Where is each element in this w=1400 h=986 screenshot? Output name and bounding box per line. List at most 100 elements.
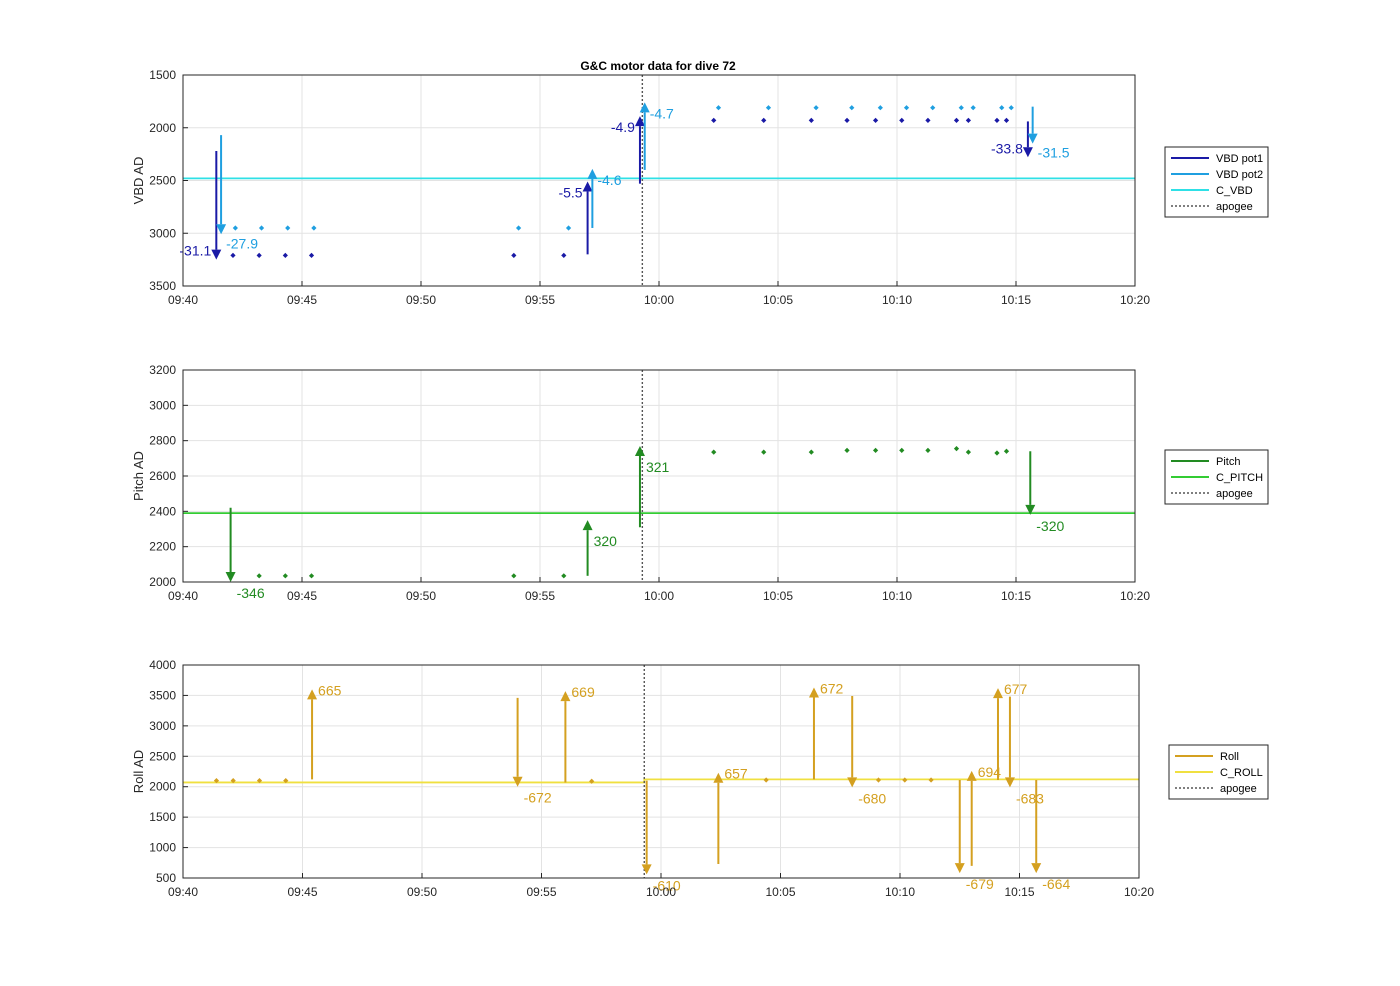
data-point	[561, 573, 567, 579]
legend-label: C_VBD	[1216, 185, 1253, 197]
y-tick-label: 3500	[149, 279, 176, 293]
y-tick-label: 2000	[149, 121, 176, 135]
x-tick-label: 09:45	[287, 885, 317, 899]
data-point	[953, 117, 960, 123]
data-point	[1003, 117, 1010, 123]
data-point	[899, 117, 905, 123]
x-tick-label: 10:15	[1004, 885, 1034, 899]
data-point	[715, 105, 722, 111]
y-tick-label: 3000	[149, 719, 176, 733]
data-point	[844, 117, 850, 123]
y-tick-label: 2400	[149, 504, 176, 518]
y-tick-label: 3000	[149, 398, 176, 412]
data-point	[711, 117, 717, 123]
arrow-head	[560, 691, 571, 702]
x-tick-label: 10:10	[885, 885, 915, 899]
y-tick-label: 1500	[149, 810, 176, 824]
y-tick-label: 2000	[149, 780, 176, 794]
arrow-head	[211, 249, 222, 260]
data-point	[763, 777, 769, 783]
arrow-label: 321	[646, 459, 670, 475]
x-tick-label: 10:05	[765, 885, 795, 899]
data-point	[282, 252, 288, 259]
y-tick-label: 1000	[149, 841, 176, 855]
data-point	[511, 252, 517, 259]
x-tick-label: 09:50	[406, 293, 436, 307]
data-point	[761, 449, 767, 455]
data-point	[994, 450, 1000, 456]
legend-label: apogee	[1216, 201, 1253, 213]
y-tick-label: 2000	[149, 575, 176, 589]
y-axis-label: VBD AD	[131, 157, 146, 205]
arrow-label: 657	[724, 766, 748, 782]
x-tick-label: 10:15	[1001, 293, 1031, 307]
data-point	[511, 573, 517, 579]
y-tick-label: 2800	[149, 434, 176, 448]
legend-label: C_PITCH	[1216, 472, 1263, 484]
x-tick-label: 10:00	[644, 589, 674, 603]
arrow-label: -320	[1036, 518, 1064, 534]
arrow-head	[587, 168, 598, 179]
y-axis-label: Pitch AD	[131, 451, 146, 501]
x-tick-label: 10:20	[1120, 293, 1150, 307]
data-point	[808, 449, 814, 455]
y-tick-label: 3000	[149, 226, 176, 240]
arrow-label: -33.8	[991, 140, 1023, 156]
y-tick-label: 2500	[149, 749, 176, 763]
arrow-label: -672	[524, 790, 552, 806]
legend-label: Pitch	[1216, 456, 1240, 468]
data-point	[965, 449, 971, 455]
arrow-label: -680	[858, 790, 886, 806]
y-tick-label: 3500	[149, 688, 176, 702]
x-tick-label: 09:55	[525, 589, 555, 603]
x-tick-label: 09:40	[168, 885, 198, 899]
data-point	[970, 105, 976, 111]
panel-3: 665 -672 669 -610 657 672 -680 -679 694 677 -683 -6…	[131, 658, 1269, 899]
data-point	[925, 117, 931, 123]
arrow-label: 672	[820, 681, 844, 697]
x-tick-label: 10:20	[1124, 885, 1154, 899]
x-tick-label: 09:40	[168, 589, 198, 603]
x-tick-label: 09:50	[406, 589, 436, 603]
x-tick-label: 09:45	[287, 293, 317, 307]
arrow-head	[582, 520, 593, 531]
legend-label: apogee	[1216, 488, 1253, 500]
x-tick-label: 10:00	[646, 885, 676, 899]
data-point	[994, 117, 1000, 123]
data-point	[875, 777, 882, 783]
data-point	[561, 252, 567, 259]
data-point	[230, 252, 236, 259]
data-point	[899, 447, 905, 453]
arrow-label: -683	[1016, 790, 1044, 806]
data-point	[282, 573, 288, 579]
data-point	[256, 573, 262, 579]
data-point	[1008, 105, 1014, 111]
y-tick-label: 500	[156, 871, 176, 885]
y-tick-label: 2500	[149, 174, 176, 188]
x-tick-label: 09:55	[525, 293, 555, 307]
arrow-label: -679	[966, 876, 994, 892]
data-point	[965, 117, 971, 123]
x-tick-label: 10:20	[1120, 589, 1150, 603]
data-point	[872, 117, 879, 123]
arrow-label: -27.9	[226, 235, 258, 251]
data-point	[285, 225, 291, 231]
arrow-label: -4.7	[650, 105, 674, 121]
arrow-head	[1027, 133, 1038, 144]
data-point	[844, 447, 850, 453]
arrow-head	[713, 772, 724, 783]
data-point	[565, 225, 572, 231]
y-tick-label: 3200	[149, 363, 176, 377]
arrow-head	[641, 864, 652, 875]
data-point	[999, 105, 1005, 111]
arrow-head	[634, 116, 645, 127]
arrow-head	[808, 687, 819, 698]
x-tick-label: 10:00	[644, 293, 674, 307]
x-tick-label: 10:05	[763, 589, 793, 603]
x-tick-label: 09:50	[407, 885, 437, 899]
arrow-head	[992, 688, 1003, 699]
data-point	[283, 778, 289, 784]
